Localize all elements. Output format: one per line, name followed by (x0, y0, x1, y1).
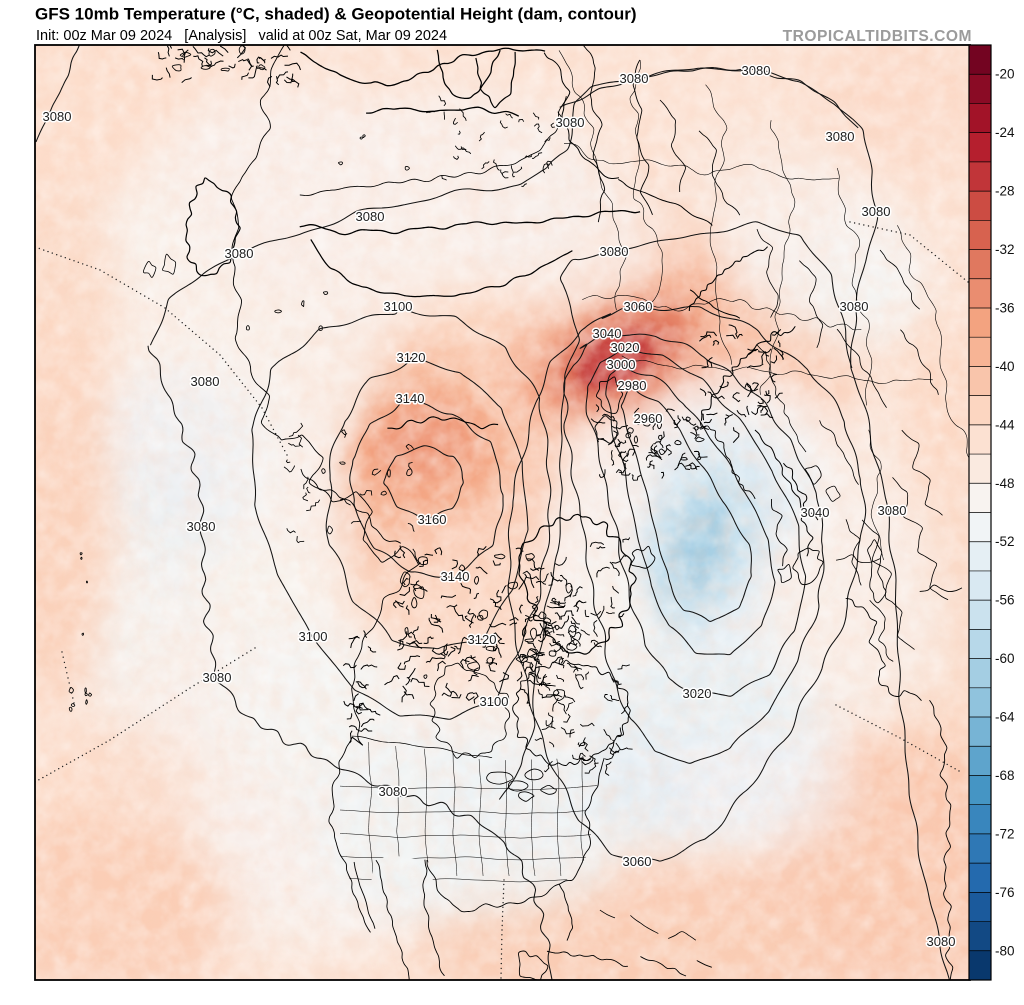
svg-text:-60: -60 (995, 651, 1015, 666)
svg-text:3080: 3080 (927, 934, 956, 949)
svg-text:3080: 3080 (862, 204, 891, 219)
svg-text:2980: 2980 (618, 378, 647, 393)
svg-text:-32: -32 (995, 242, 1015, 257)
svg-text:-36: -36 (995, 300, 1015, 315)
svg-text:3080: 3080 (742, 63, 771, 78)
svg-text:-48: -48 (995, 476, 1015, 491)
svg-text:Init: 00z Mar 09 2024 [Analy: Init: 00z Mar 09 2024 [Analysis] valid a… (36, 28, 447, 44)
svg-text:-56: -56 (995, 593, 1015, 608)
svg-text:3080: 3080 (191, 374, 220, 389)
svg-text:3020: 3020 (683, 686, 712, 701)
svg-text:3080: 3080 (878, 503, 907, 518)
svg-text:3100: 3100 (480, 694, 509, 709)
svg-text:3080: 3080 (356, 209, 385, 224)
svg-text:-64: -64 (995, 710, 1015, 725)
svg-text:3000: 3000 (607, 357, 636, 372)
svg-text:-76: -76 (995, 885, 1015, 900)
svg-text:-28: -28 (995, 184, 1015, 199)
svg-text:-44: -44 (995, 417, 1015, 432)
svg-text:-68: -68 (995, 768, 1015, 783)
svg-text:3160: 3160 (418, 512, 447, 527)
svg-text:3100: 3100 (299, 629, 328, 644)
svg-text:3140: 3140 (441, 569, 470, 584)
svg-text:3040: 3040 (801, 505, 830, 520)
svg-text:GFS 10mb Temperature (°C, shad: GFS 10mb Temperature (°C, shaded) & Geop… (35, 5, 637, 24)
svg-text:-80: -80 (995, 943, 1015, 958)
svg-text:3040: 3040 (593, 326, 622, 341)
svg-text:3140: 3140 (396, 391, 425, 406)
svg-text:-24: -24 (995, 125, 1015, 140)
svg-text:-40: -40 (995, 359, 1015, 374)
svg-text:3080: 3080 (379, 784, 408, 799)
svg-text:3060: 3060 (624, 299, 653, 314)
svg-text:3080: 3080 (43, 109, 72, 124)
svg-text:3080: 3080 (556, 115, 585, 130)
svg-text:-20: -20 (995, 67, 1015, 82)
svg-text:3080: 3080 (620, 71, 649, 86)
svg-text:3080: 3080 (826, 129, 855, 144)
svg-text:3080: 3080 (225, 246, 254, 261)
svg-text:3080: 3080 (187, 519, 216, 534)
svg-text:3100: 3100 (384, 299, 413, 314)
svg-text:3120: 3120 (397, 350, 426, 365)
svg-text:3080: 3080 (203, 670, 232, 685)
svg-text:3120: 3120 (468, 632, 497, 647)
svg-text:-72: -72 (995, 826, 1015, 841)
svg-text:3020: 3020 (611, 340, 640, 355)
svg-text:2960: 2960 (634, 411, 663, 426)
svg-text:3060: 3060 (623, 854, 652, 869)
svg-text:-52: -52 (995, 534, 1015, 549)
svg-text:TROPICALTIDBITS.COM: TROPICALTIDBITS.COM (783, 28, 972, 45)
svg-text:3080: 3080 (840, 299, 869, 314)
svg-text:3080: 3080 (600, 244, 629, 259)
